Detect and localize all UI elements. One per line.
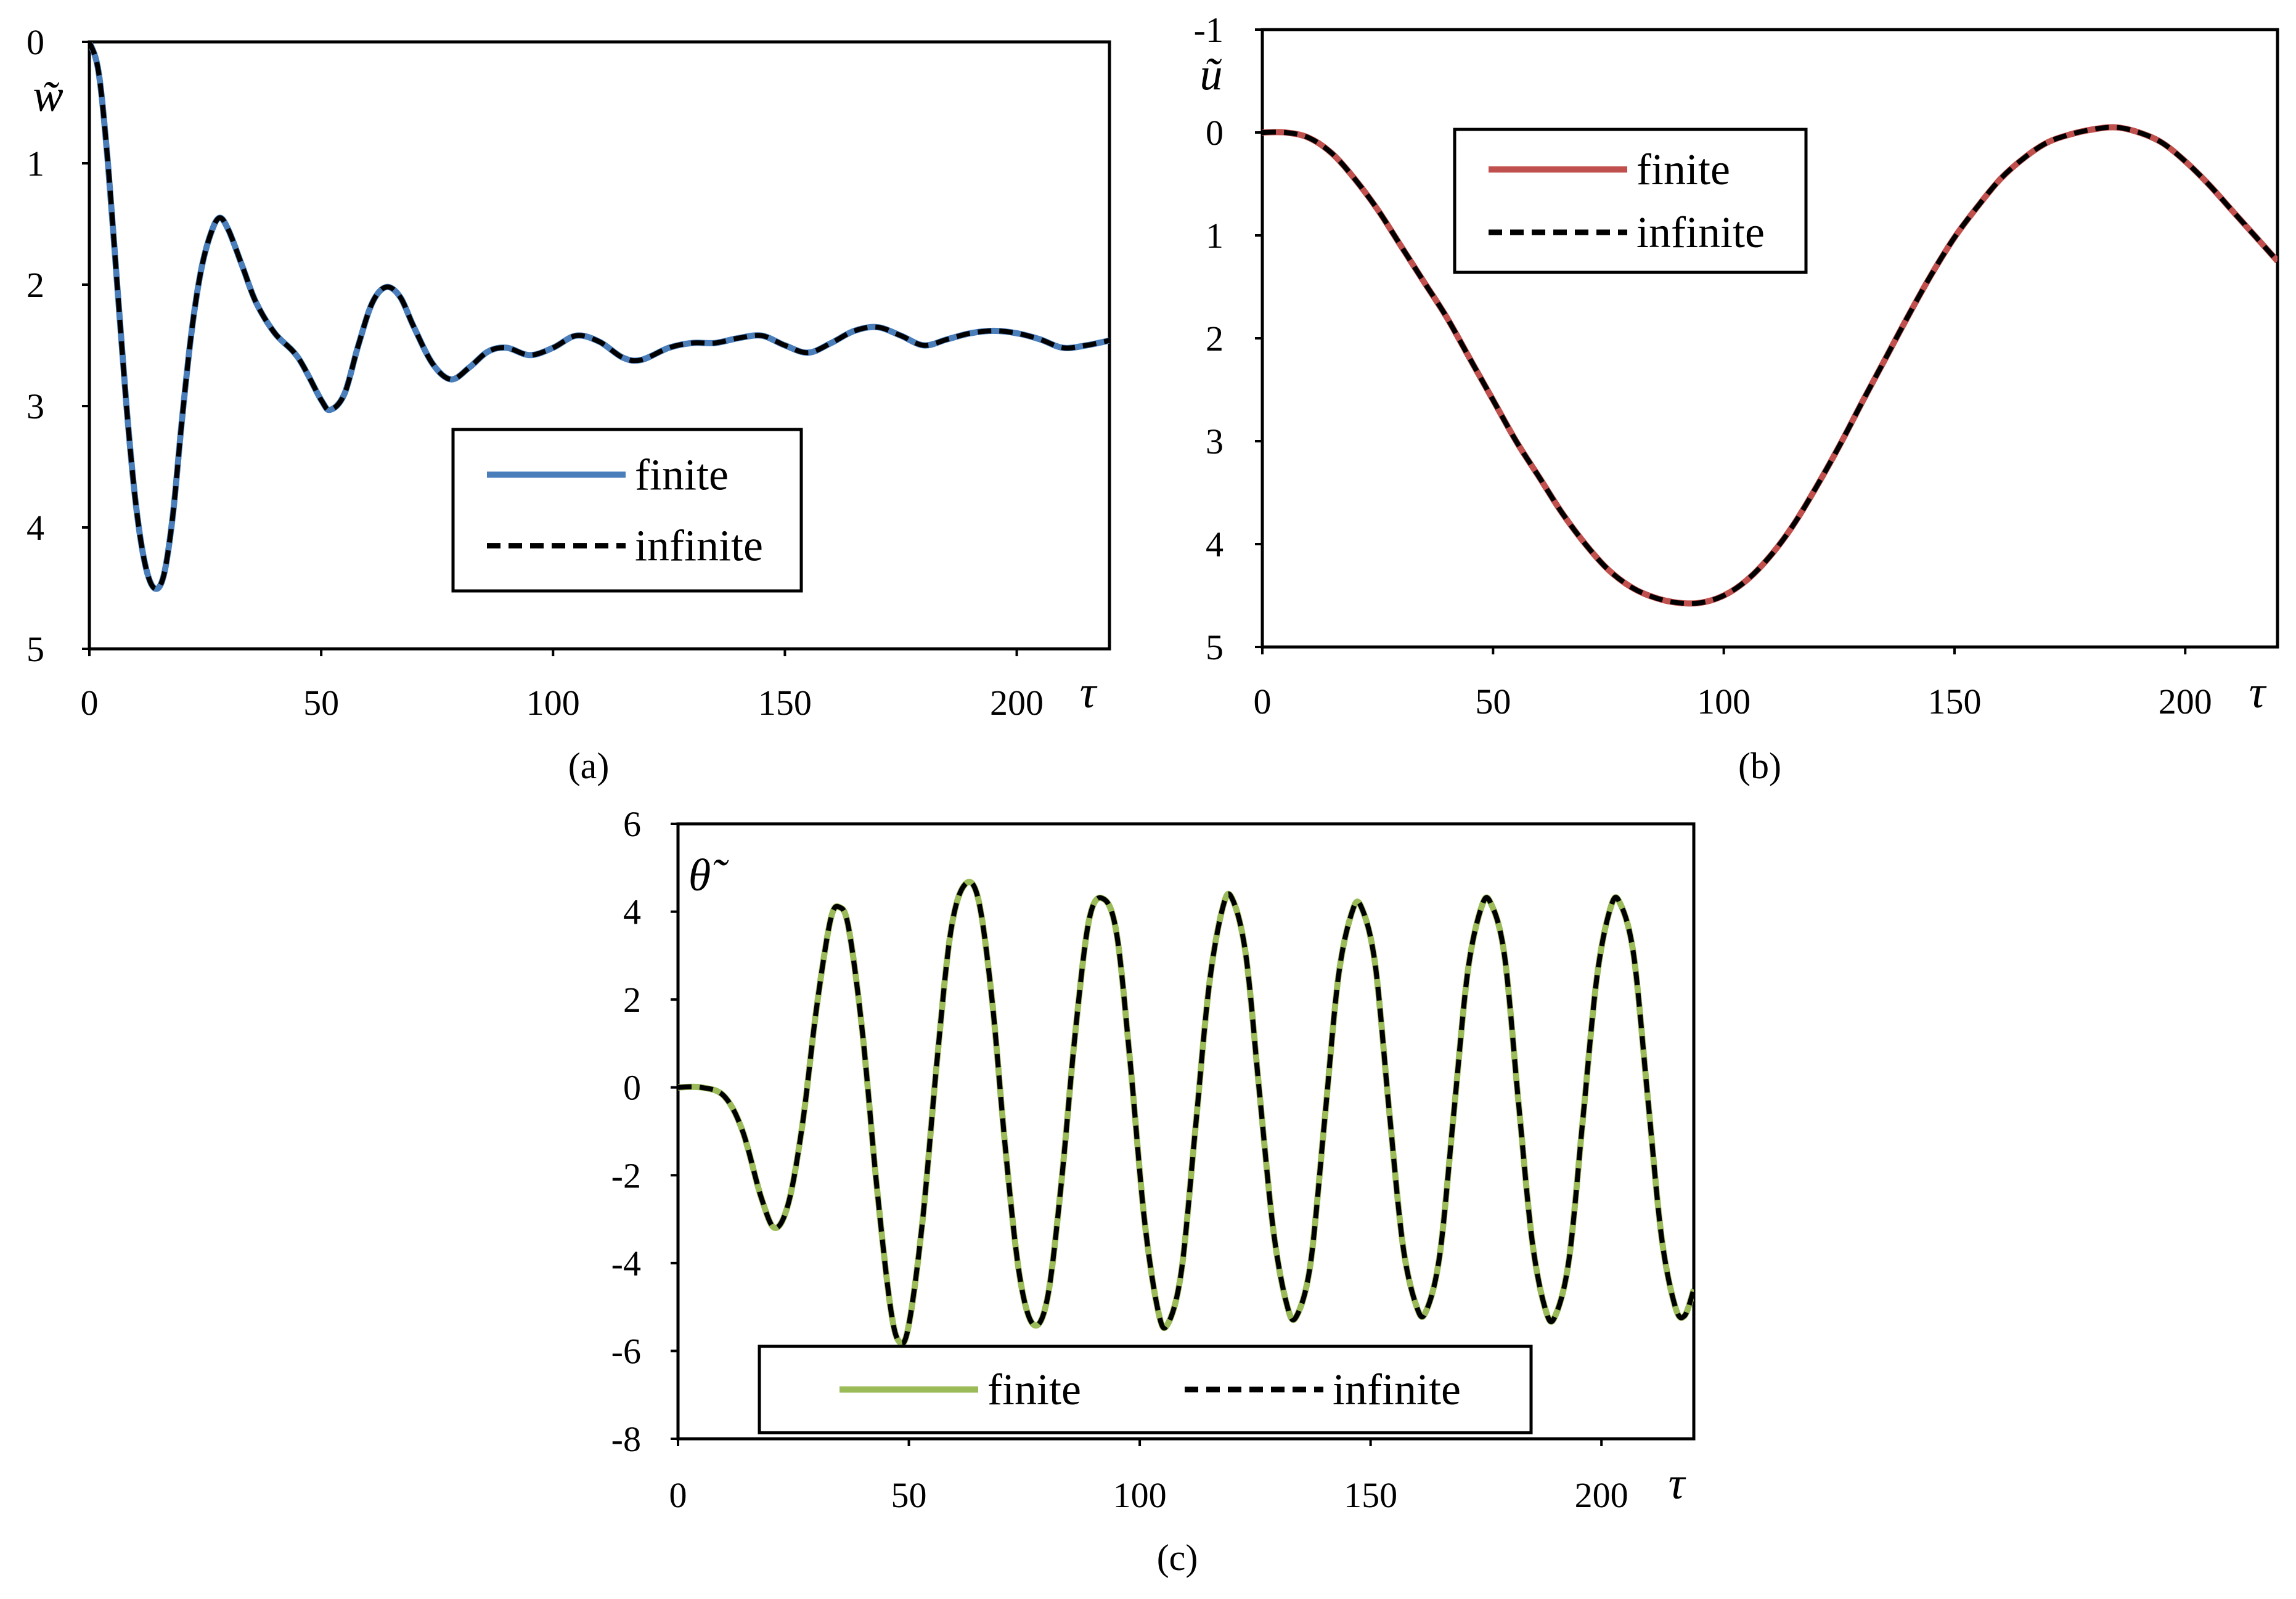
x-tick-label: 50 [891, 1475, 927, 1515]
x-tick-label: 0 [669, 1475, 687, 1515]
y-tick-label: 0 [623, 1068, 641, 1108]
panel-label: (a) [568, 746, 610, 786]
y-tick-label: 4 [1206, 524, 1224, 564]
plot-frame [676, 822, 1696, 1441]
legend-label-infinite: infinite [1636, 208, 1765, 257]
x-tick-label: 150 [758, 683, 812, 723]
y-tick-label: -4 [611, 1243, 641, 1284]
y-tick-label: 3 [27, 386, 44, 426]
x-tick-label: 50 [303, 683, 339, 723]
x-tick-label: 50 [1475, 682, 1511, 722]
y-tick-label: 0 [1206, 113, 1224, 153]
x-axis-label: τ [2249, 667, 2267, 718]
x-axis-label: τ [1080, 667, 1098, 718]
legend-box [451, 428, 803, 593]
x-tick-label: 150 [1927, 682, 1981, 722]
x-tick-label: 200 [2159, 682, 2212, 722]
x-tick-label: 200 [990, 683, 1044, 723]
y-tick-label: -6 [611, 1331, 641, 1371]
x-tick-label: 150 [1344, 1475, 1397, 1515]
legend-box [1453, 128, 1808, 274]
y-axis-label: ũ [1200, 49, 1223, 100]
plot-frame [88, 40, 1111, 651]
y-tick-label: 1 [1206, 216, 1224, 256]
x-tick-label: 0 [1254, 682, 1272, 722]
x-tick-label: 200 [1575, 1475, 1628, 1515]
y-tick-label: -1 [1194, 10, 1224, 50]
y-tick-label: -2 [611, 1155, 641, 1195]
panel-label: (c) [1157, 1537, 1198, 1578]
y-tick-label: 1 [27, 144, 44, 184]
x-tick-label: 100 [526, 683, 580, 723]
y-tick-label: 2 [27, 265, 44, 305]
x-tick-label: 100 [1697, 682, 1751, 722]
y-tick-label: 5 [1206, 627, 1224, 667]
legend-label-infinite: infinite [635, 521, 763, 571]
y-tick-label: 6 [623, 804, 641, 844]
legend-label-finite: finite [635, 450, 729, 499]
y-axis-label: w̃ [33, 71, 63, 121]
series-line-infinite [678, 879, 1694, 1346]
y-tick-label: 2 [1206, 319, 1224, 359]
legend-label-finite: finite [1636, 145, 1730, 194]
y-tick-label: 4 [27, 508, 44, 548]
y-tick-label: 0 [27, 22, 44, 62]
y-tick-label: -8 [611, 1419, 641, 1459]
y-tick-label: 2 [623, 980, 641, 1020]
legend-label-finite: finite [987, 1365, 1081, 1414]
y-tick-label: 3 [1206, 421, 1224, 462]
series-line-infinite [1262, 124, 2278, 606]
series-line-infinite [89, 42, 1109, 592]
x-tick-label: 100 [1113, 1475, 1167, 1515]
y-tick-label: 4 [623, 892, 641, 932]
x-tick-label: 0 [81, 683, 99, 723]
y-tick-label: 5 [27, 629, 44, 669]
legend-label-infinite: infinite [1333, 1365, 1461, 1414]
x-axis-label: τ [1669, 1459, 1686, 1509]
panel-label: (b) [1738, 746, 1781, 786]
